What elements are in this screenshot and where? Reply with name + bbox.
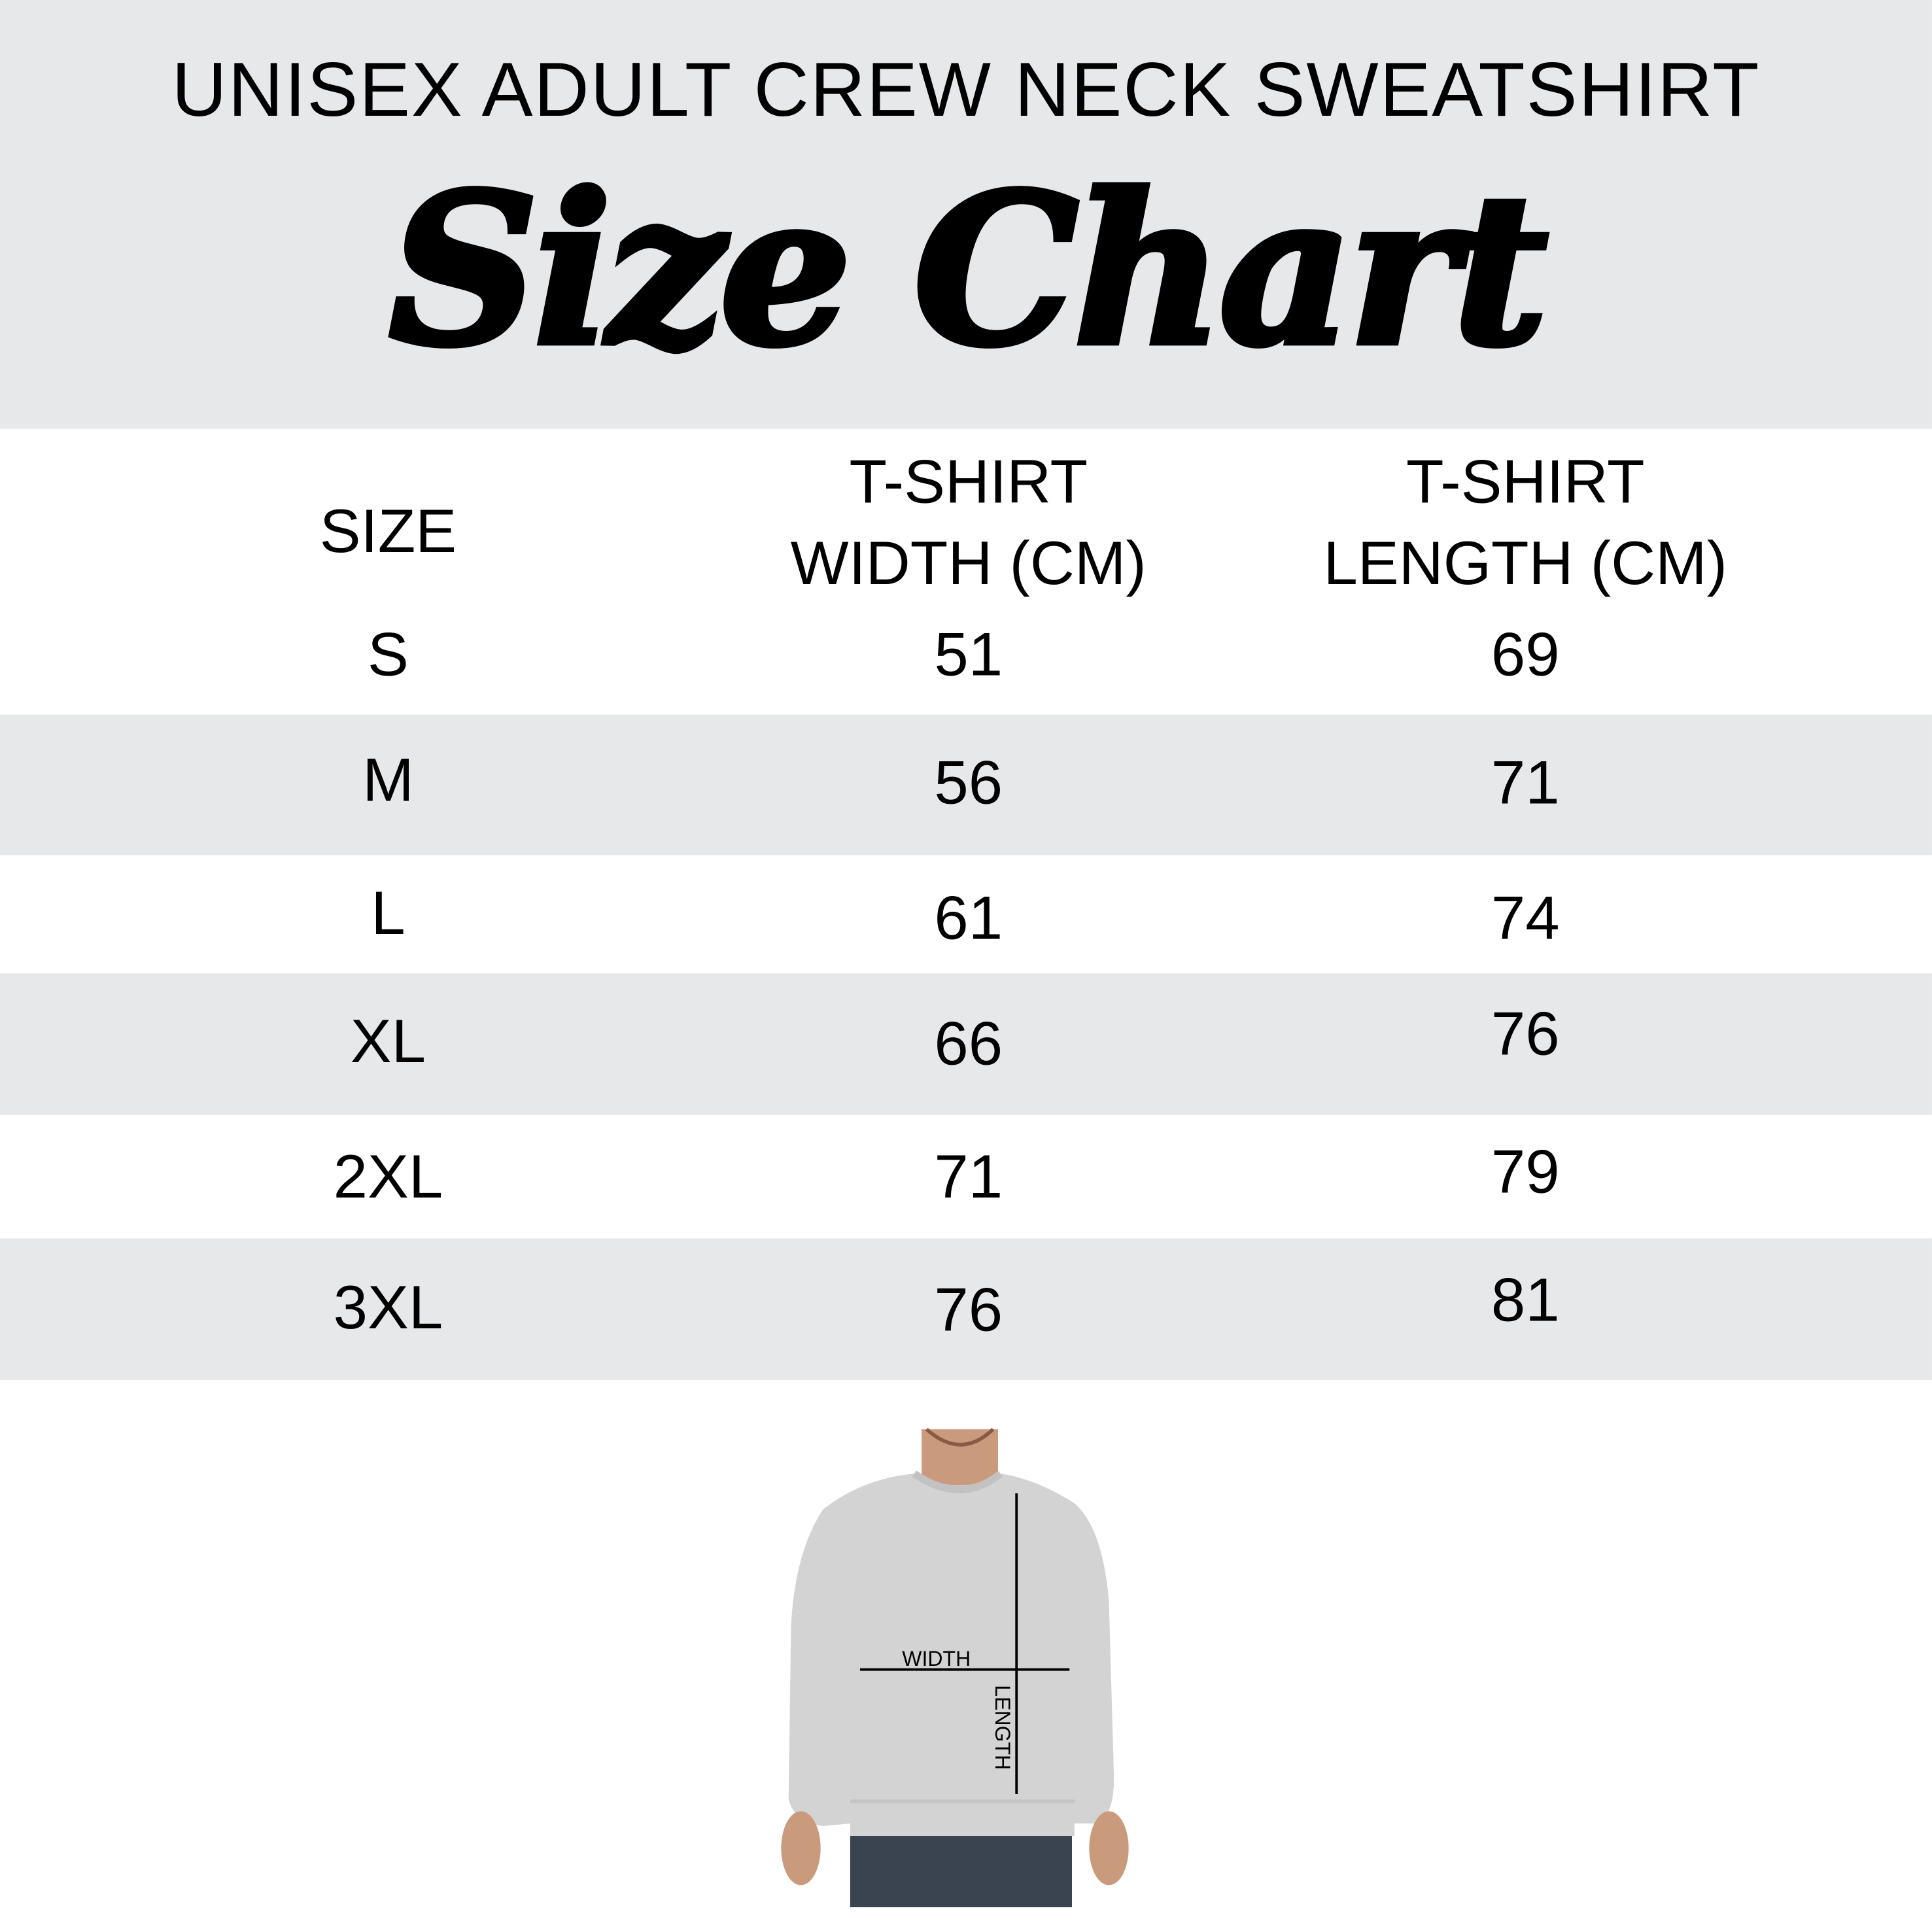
column-header-length-line1: T-SHIRT: [1406, 447, 1645, 517]
size-cell: 3XL: [333, 1273, 443, 1342]
width-cell: 56: [934, 748, 1003, 818]
length-cell: 71: [1491, 748, 1560, 818]
length-cell: 76: [1491, 999, 1560, 1069]
size-cell: S: [367, 619, 409, 689]
length-cell: 69: [1491, 619, 1560, 689]
width-label: WIDTH: [902, 1647, 971, 1670]
left-hand: [781, 1811, 821, 1886]
size-cell: L: [371, 878, 405, 948]
product-subtitle: UNISEX ADULT CREW NECK SWEATSHIRT: [171, 48, 1761, 133]
column-header-width-line1: T-SHIRT: [849, 447, 1088, 517]
column-header-length-line2: LENGTH (CM): [1323, 528, 1727, 598]
right-hand: [1089, 1811, 1129, 1886]
length-cell: 81: [1491, 1265, 1560, 1335]
column-header-size: SIZE: [319, 496, 457, 566]
page-title: Size Chart: [386, 145, 1551, 394]
length-cell: 74: [1491, 883, 1560, 953]
width-cell: 66: [934, 1009, 1003, 1078]
header-band: UNISEX ADULT CREW NECK SWEATSHIRT Size C…: [0, 0, 1932, 429]
size-cell: 2XL: [333, 1142, 443, 1211]
width-cell: 51: [934, 619, 1003, 689]
size-cell: XL: [350, 1007, 426, 1076]
column-header-width-line2: WIDTH (CM): [790, 528, 1147, 598]
width-cell: 76: [934, 1275, 1003, 1345]
sweatshirt: [788, 1474, 1114, 1837]
length-label: LENGTH: [991, 1685, 1014, 1770]
size-cell: M: [362, 745, 414, 815]
row-band: [0, 973, 1932, 1115]
sweatshirt-model-photo: WIDTH LENGTH: [781, 1428, 1129, 1908]
jeans: [850, 1833, 1072, 1908]
row-band: [0, 1238, 1932, 1380]
width-cell: 71: [934, 1142, 1003, 1211]
width-cell: 61: [934, 883, 1003, 953]
length-cell: 79: [1491, 1137, 1560, 1207]
row-band: [0, 714, 1932, 855]
